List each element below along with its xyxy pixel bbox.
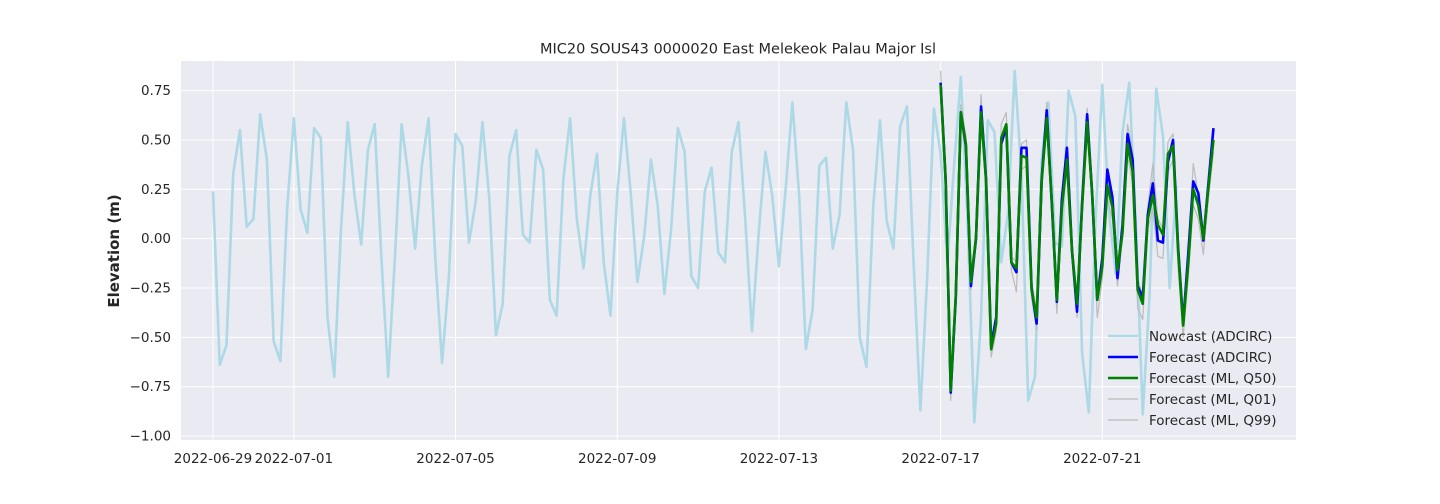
gridlines [181,61,1296,440]
legend: Nowcast (ADCIRC) Forecast (ADCIRC) Forecas… [1108,329,1277,429]
forecast-ml-q50-line [939,84,1215,392]
nowcast-line [211,69,1178,424]
y-axis-label: Elevation (m) [105,194,123,307]
y-tick-label: −1.00 [130,429,171,445]
x-tick-label: 2022-07-13 [740,451,818,467]
legend-label: Forecast (ML, Q01) [1149,392,1277,408]
y-tick-label: 0.75 [141,83,171,99]
legend-label: Forecast (ML, Q50) [1149,371,1277,387]
y-tick-label: −0.25 [130,281,171,297]
x-tick-label: 2022-07-05 [416,451,494,467]
chart-title: MIC20 SOUS43 0000020 East Melekeok Palau… [540,42,936,58]
y-tick-labels: −1.00 −0.75 −0.50 −0.25 0.00 0.25 0.50 0.75 [130,83,171,444]
x-tick-label: 2022-07-01 [255,451,333,467]
x-tick-label: 2022-07-21 [1063,451,1141,467]
y-tick-label: −0.75 [130,379,171,395]
legend-label: Nowcast (ADCIRC) [1149,329,1272,345]
plot-area [181,61,1296,440]
y-tick-label: 0.00 [141,231,171,247]
series-layer [211,69,1215,424]
y-tick-label: −0.50 [130,330,171,346]
x-tick-label: 2022-07-09 [578,451,656,467]
y-tick-label: 0.50 [141,132,171,148]
y-tick-label: 0.25 [141,182,171,198]
x-tick-label: 2022-06-29 [174,451,252,467]
legend-label: Forecast (ADCIRC) [1149,350,1272,366]
legend-label: Forecast (ML, Q99) [1149,413,1277,429]
x-tick-labels: 2022-06-29 2022-07-01 2022-07-05 2022-07-09… [174,451,1142,467]
x-tick-label: 2022-07-17 [901,451,979,467]
